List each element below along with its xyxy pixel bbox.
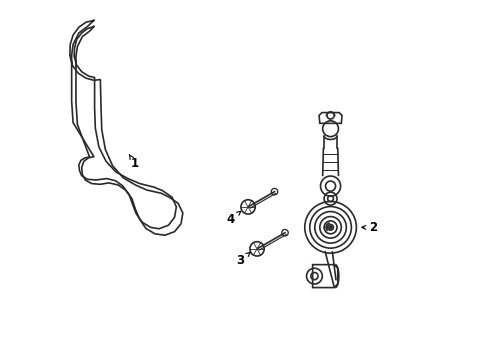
- Text: 4: 4: [226, 211, 240, 226]
- Text: 2: 2: [361, 221, 377, 234]
- Text: 1: 1: [129, 154, 139, 170]
- Circle shape: [328, 226, 332, 229]
- Text: 3: 3: [236, 252, 249, 267]
